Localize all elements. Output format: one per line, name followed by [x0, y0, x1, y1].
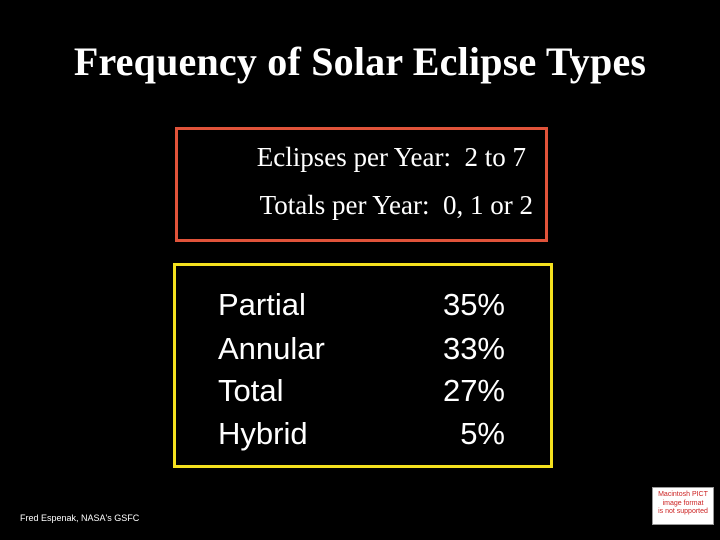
type-percent: 35% [442, 287, 505, 322]
slide-title: Frequency of Solar Eclipse Types [73, 39, 647, 84]
type-percent: 33% [442, 331, 505, 366]
type-name: Partial [218, 287, 306, 322]
type-name: Hybrid [218, 416, 308, 451]
eclipses-per-year-text: Eclipses per Year: 2 to 7 [256, 142, 526, 172]
unsupported-image-placeholder: Macintosh PICT image format is not suppo… [652, 487, 714, 525]
eclipse-frequency-box: Eclipses per Year: 2 to 7 Totals per Yea… [175, 127, 548, 242]
credit-text: Fred Espenak, NASA's GSFC [20, 513, 140, 523]
pict-notice-line: Macintosh PICT [658, 491, 708, 498]
pict-notice-line: is not supported [658, 508, 708, 515]
eclipse-types-box: Partial 35% Annular 33% Total 27% Hybrid… [173, 263, 553, 468]
type-name: Total [218, 373, 284, 408]
totals-per-year-text: Totals per Year: 0, 1 or 2 [259, 190, 533, 220]
type-percent: 27% [442, 373, 505, 408]
type-name: Annular [218, 331, 325, 366]
type-percent: 5% [460, 416, 505, 451]
pict-notice-line: image format [662, 499, 704, 507]
